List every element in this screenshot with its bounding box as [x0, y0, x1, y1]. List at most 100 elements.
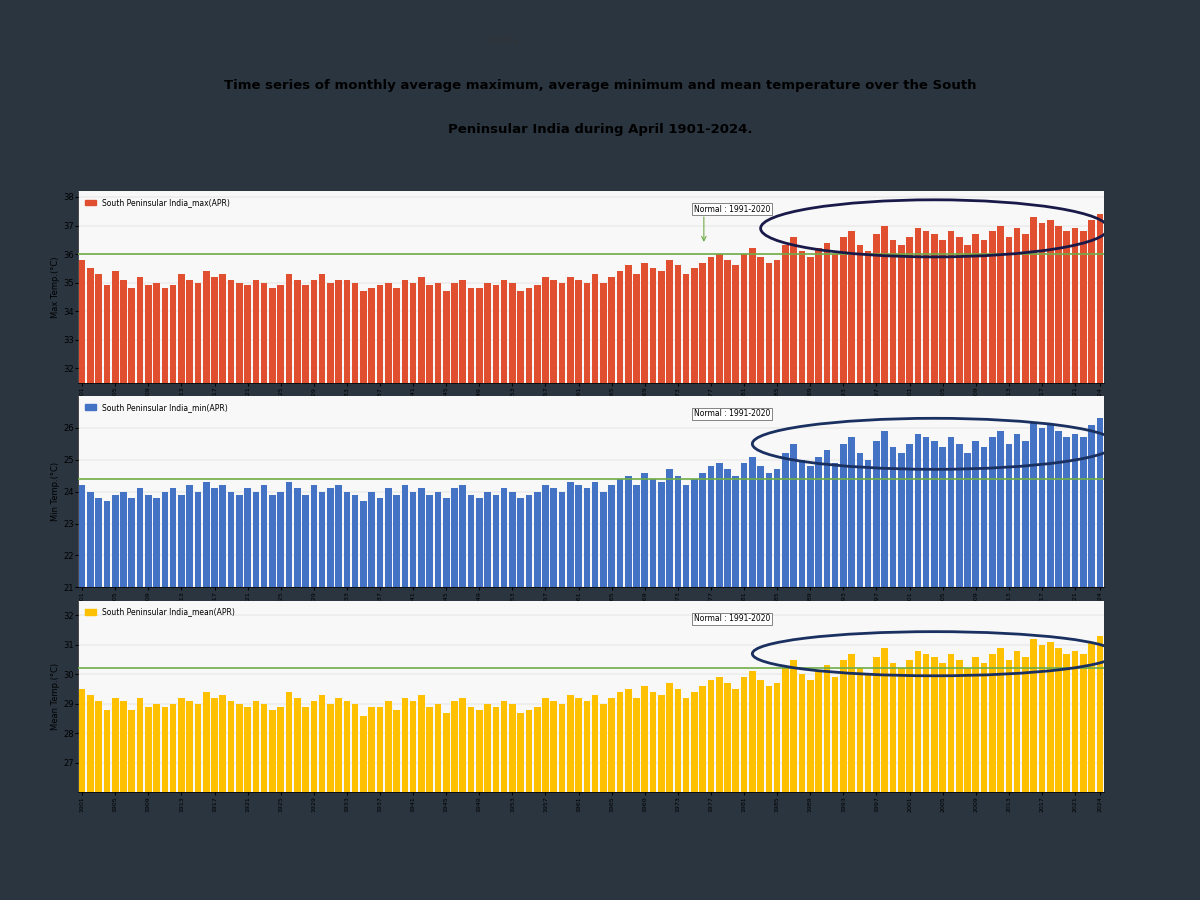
Bar: [112, 271, 119, 900]
Bar: [956, 444, 962, 900]
Bar: [1031, 421, 1037, 900]
Bar: [311, 701, 317, 900]
Bar: [1014, 435, 1020, 900]
Bar: [203, 692, 210, 900]
Bar: [832, 463, 839, 900]
Bar: [269, 495, 276, 900]
Bar: [972, 234, 979, 900]
Bar: [1022, 441, 1028, 900]
Bar: [294, 698, 300, 900]
Bar: [252, 491, 259, 900]
Bar: [211, 489, 218, 900]
Bar: [220, 695, 226, 900]
Bar: [940, 239, 946, 900]
Bar: [203, 482, 210, 900]
Text: Peninsular India during April 1901-2024.: Peninsular India during April 1901-2024.: [448, 122, 752, 136]
Bar: [708, 466, 714, 900]
Bar: [460, 698, 466, 900]
Bar: [997, 226, 1004, 900]
Bar: [782, 454, 788, 900]
Bar: [625, 689, 631, 900]
Bar: [286, 482, 293, 900]
Bar: [1097, 214, 1103, 900]
Bar: [815, 671, 822, 900]
Bar: [402, 698, 408, 900]
Bar: [79, 485, 85, 900]
Bar: [972, 441, 979, 900]
Bar: [1006, 660, 1012, 900]
Bar: [874, 234, 880, 900]
Bar: [568, 482, 574, 900]
Bar: [178, 495, 185, 900]
Bar: [882, 226, 888, 900]
Bar: [1039, 428, 1045, 900]
Bar: [194, 491, 202, 900]
Bar: [95, 498, 102, 900]
Bar: [989, 437, 996, 900]
Bar: [583, 283, 590, 900]
Bar: [940, 662, 946, 900]
Bar: [335, 485, 342, 900]
Bar: [476, 288, 482, 900]
Bar: [948, 653, 954, 900]
Bar: [328, 704, 334, 900]
Bar: [980, 662, 988, 900]
Bar: [782, 669, 788, 900]
Bar: [343, 280, 350, 900]
Bar: [294, 489, 300, 900]
Bar: [898, 454, 905, 900]
Bar: [806, 256, 814, 900]
Bar: [799, 251, 805, 900]
Text: 100%: 100%: [488, 35, 520, 46]
Bar: [154, 704, 160, 900]
Bar: [302, 285, 308, 900]
Bar: [236, 704, 242, 900]
Bar: [451, 283, 457, 900]
Bar: [1031, 639, 1037, 900]
Bar: [368, 491, 376, 900]
Bar: [716, 677, 722, 900]
Bar: [766, 686, 773, 900]
Bar: [186, 485, 193, 900]
Bar: [178, 698, 185, 900]
Bar: [236, 283, 242, 900]
Bar: [319, 695, 325, 900]
Bar: [468, 706, 474, 900]
Bar: [1039, 645, 1045, 900]
Bar: [906, 444, 913, 900]
Bar: [460, 280, 466, 900]
Bar: [1006, 444, 1012, 900]
Bar: [394, 495, 400, 900]
Bar: [592, 274, 599, 900]
Bar: [1031, 217, 1037, 900]
Bar: [592, 482, 599, 900]
Bar: [725, 469, 731, 900]
Bar: [806, 466, 814, 900]
Bar: [782, 246, 788, 900]
Bar: [658, 482, 665, 900]
Bar: [1055, 431, 1062, 900]
Bar: [874, 657, 880, 900]
Bar: [385, 701, 391, 900]
Bar: [485, 704, 491, 900]
Bar: [666, 260, 673, 900]
Bar: [542, 277, 548, 900]
Bar: [1063, 653, 1070, 900]
Bar: [964, 454, 971, 900]
Bar: [583, 489, 590, 900]
Bar: [832, 254, 839, 900]
Bar: [443, 713, 450, 900]
Bar: [559, 491, 565, 900]
Bar: [882, 648, 888, 900]
Bar: [252, 280, 259, 900]
Bar: [88, 695, 94, 900]
Bar: [368, 706, 376, 900]
Bar: [186, 701, 193, 900]
Bar: [575, 485, 582, 900]
Bar: [228, 280, 234, 900]
Bar: [162, 288, 168, 900]
Bar: [154, 498, 160, 900]
Bar: [898, 246, 905, 900]
Bar: [302, 706, 308, 900]
Bar: [426, 495, 433, 900]
